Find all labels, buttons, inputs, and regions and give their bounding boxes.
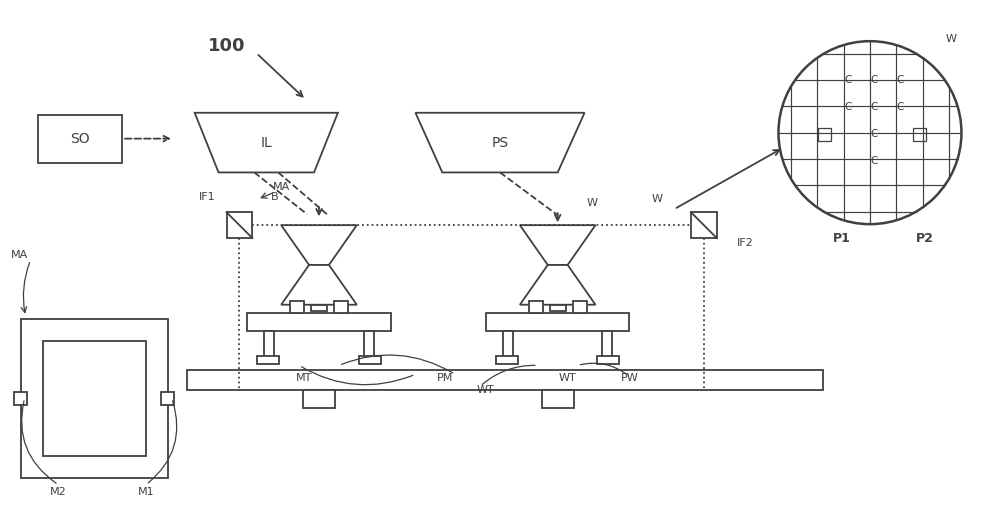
- Text: SO: SO: [70, 132, 90, 146]
- FancyBboxPatch shape: [496, 356, 518, 365]
- Text: P2: P2: [916, 232, 934, 244]
- Text: P1: P1: [833, 232, 851, 244]
- Polygon shape: [520, 265, 595, 305]
- Text: IF1: IF1: [199, 192, 216, 202]
- Polygon shape: [281, 265, 357, 305]
- Text: M1: M1: [138, 487, 154, 497]
- Text: W: W: [652, 194, 663, 204]
- Polygon shape: [195, 113, 338, 172]
- FancyBboxPatch shape: [486, 313, 629, 331]
- FancyBboxPatch shape: [913, 128, 926, 140]
- FancyBboxPatch shape: [334, 301, 348, 313]
- Text: MA: MA: [273, 183, 290, 192]
- Text: PW: PW: [620, 373, 638, 383]
- Text: PS: PS: [491, 135, 509, 150]
- FancyBboxPatch shape: [21, 318, 168, 478]
- FancyBboxPatch shape: [503, 331, 513, 358]
- Text: W: W: [587, 198, 598, 208]
- Text: WT: WT: [476, 385, 494, 395]
- FancyBboxPatch shape: [359, 356, 381, 365]
- Text: C: C: [870, 156, 878, 165]
- FancyBboxPatch shape: [818, 128, 831, 140]
- FancyBboxPatch shape: [303, 390, 335, 408]
- Text: C: C: [844, 75, 852, 85]
- Text: M2: M2: [50, 487, 67, 497]
- Text: C: C: [870, 102, 878, 112]
- FancyBboxPatch shape: [43, 341, 146, 456]
- FancyBboxPatch shape: [264, 331, 274, 358]
- Text: C: C: [896, 102, 903, 112]
- FancyBboxPatch shape: [38, 115, 122, 163]
- FancyBboxPatch shape: [573, 301, 587, 313]
- Text: MT: MT: [296, 373, 312, 383]
- FancyBboxPatch shape: [542, 390, 574, 408]
- Polygon shape: [281, 225, 357, 265]
- Text: IF2: IF2: [737, 238, 754, 248]
- Text: B: B: [270, 192, 278, 202]
- FancyBboxPatch shape: [247, 313, 391, 331]
- FancyBboxPatch shape: [187, 370, 823, 390]
- Polygon shape: [520, 225, 595, 265]
- FancyBboxPatch shape: [257, 356, 279, 365]
- FancyBboxPatch shape: [597, 356, 619, 365]
- Text: C: C: [844, 102, 852, 112]
- Text: C: C: [870, 129, 878, 138]
- Polygon shape: [415, 113, 585, 172]
- Text: WT: WT: [559, 373, 577, 383]
- Text: W: W: [946, 34, 957, 44]
- Text: IL: IL: [260, 135, 272, 150]
- FancyBboxPatch shape: [691, 212, 717, 238]
- FancyBboxPatch shape: [161, 392, 174, 405]
- FancyBboxPatch shape: [364, 331, 374, 358]
- Text: PM: PM: [437, 373, 453, 383]
- FancyBboxPatch shape: [290, 301, 304, 313]
- Text: MA: MA: [11, 250, 28, 260]
- FancyBboxPatch shape: [311, 305, 327, 311]
- Text: 100: 100: [208, 37, 245, 55]
- Text: C: C: [870, 75, 878, 85]
- FancyBboxPatch shape: [550, 305, 566, 311]
- FancyBboxPatch shape: [529, 301, 543, 313]
- FancyBboxPatch shape: [227, 212, 252, 238]
- FancyBboxPatch shape: [14, 392, 27, 405]
- FancyBboxPatch shape: [602, 331, 612, 358]
- Text: C: C: [896, 75, 903, 85]
